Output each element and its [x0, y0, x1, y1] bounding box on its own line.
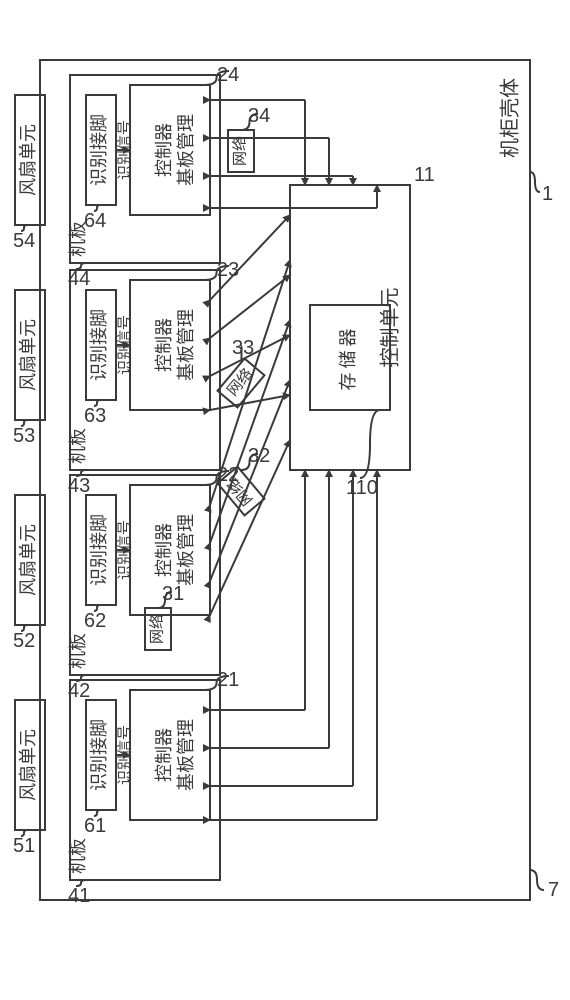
svg-text:控制器: 控制器: [154, 123, 174, 177]
svg-text:风扇单元: 风扇单元: [18, 124, 38, 196]
svg-text:62: 62: [84, 610, 106, 632]
ref1: 1: [542, 183, 553, 205]
svg-text:控制器: 控制器: [154, 318, 174, 372]
svg-text:42: 42: [68, 680, 90, 702]
svg-text:控制器: 控制器: [154, 728, 174, 782]
svg-text:识别接脚: 识别接脚: [89, 719, 109, 791]
cabinet-box: [40, 60, 530, 900]
svg-text:风扇单元: 风扇单元: [18, 319, 38, 391]
svg-text:识别信号: 识别信号: [116, 120, 133, 180]
svg-text:61: 61: [84, 815, 106, 837]
svg-text:识别信号: 识别信号: [116, 315, 133, 375]
svg-text:54: 54: [13, 230, 35, 252]
svg-text:控制器: 控制器: [154, 523, 174, 577]
svg-text:机板: 机板: [68, 633, 88, 669]
svg-text:51: 51: [13, 835, 35, 857]
net-34: 网络: [228, 130, 254, 172]
svg-text:64: 64: [84, 210, 106, 232]
svg-text:识别接脚: 识别接脚: [89, 514, 109, 586]
svg-text:网络: 网络: [224, 365, 256, 399]
svg-text:63: 63: [84, 405, 106, 427]
svg-text:识别信号: 识别信号: [116, 520, 133, 580]
svg-text:网络: 网络: [231, 136, 248, 166]
svg-text:网络: 网络: [148, 614, 165, 644]
svg-text:机柜壳体: 机柜壳体: [499, 78, 522, 158]
svg-text:识别接脚: 识别接脚: [89, 114, 109, 186]
diagram: 机柜壳体71控制单元存储器11110基板管理控制器识别接脚识别信号机板网络214…: [0, 0, 570, 1000]
svg-text:基板管理: 基板管理: [176, 514, 196, 586]
svg-text:机板: 机板: [68, 838, 88, 874]
ref110: 110: [346, 477, 378, 499]
svg-text:基板管理: 基板管理: [176, 309, 196, 381]
svg-text:52: 52: [13, 630, 35, 652]
svg-text:33: 33: [232, 337, 254, 359]
svg-text:24: 24: [217, 64, 239, 86]
svg-text:43: 43: [68, 475, 90, 497]
svg-text:53: 53: [13, 425, 35, 447]
ref11: 11: [414, 164, 435, 186]
svg-text:风扇单元: 风扇单元: [18, 524, 38, 596]
svg-text:识别信号: 识别信号: [116, 725, 133, 785]
svg-text:存储器: 存储器: [338, 325, 358, 391]
svg-text:基板管理: 基板管理: [176, 114, 196, 186]
svg-text:41: 41: [68, 885, 90, 907]
svg-text:44: 44: [68, 268, 90, 290]
svg-text:识别接脚: 识别接脚: [89, 309, 109, 381]
svg-text:风扇单元: 风扇单元: [18, 729, 38, 801]
svg-text:机板: 机板: [68, 428, 88, 464]
ref7: 7: [548, 879, 559, 901]
svg-text:基板管理: 基板管理: [176, 719, 196, 791]
